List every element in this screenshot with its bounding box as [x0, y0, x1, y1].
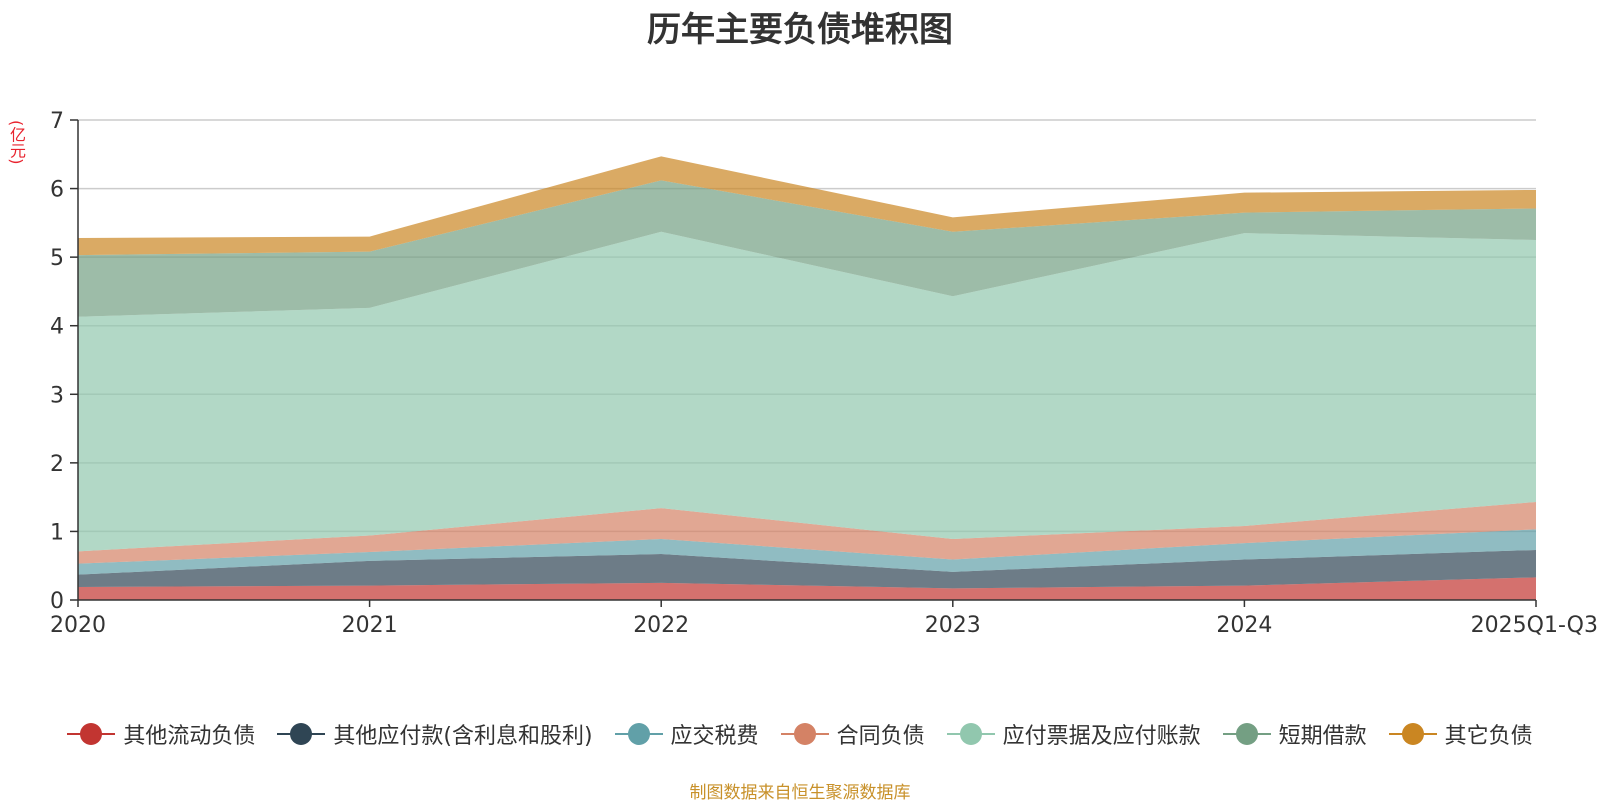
- legend-swatch-icon: [1222, 722, 1271, 746]
- legend: 其他流动负债 其他应付款(含利息和股利) 应交税费 合同负债 应付票据及应付账款 短期借款…: [0, 718, 1600, 750]
- legend-item[interactable]: 应付票据及应付账款: [946, 718, 1201, 750]
- y-tick-label: 2: [50, 452, 64, 477]
- area-series-1: [78, 549, 1536, 589]
- legend-swatch-icon: [67, 722, 116, 746]
- legend-item[interactable]: 其他流动负债: [67, 718, 255, 750]
- axes: 0 1 2 3 4 5 6 7 2020 2021 2022 2023 2024 2025Q1-Q3: [50, 109, 1598, 638]
- legend-swatch-icon: [614, 722, 663, 746]
- legend-label: 合同负债: [836, 724, 925, 749]
- legend-label: 其它负债: [1444, 724, 1533, 749]
- legend-item[interactable]: 短期借款: [1222, 718, 1367, 750]
- series-areas: [78, 156, 1536, 600]
- legend-item[interactable]: 其他应付款(含利息和股利): [277, 718, 593, 750]
- legend-label: 应交税费: [670, 724, 759, 749]
- legend-label: 短期借款: [1278, 724, 1367, 749]
- legend-swatch-icon: [277, 722, 326, 746]
- x-tick-label: 2022: [633, 613, 689, 638]
- y-tick-label: 6: [50, 178, 64, 203]
- legend-item[interactable]: 合同负债: [780, 718, 925, 750]
- area-series-0: [78, 577, 1536, 600]
- x-tick-label: 2023: [925, 613, 981, 638]
- legend-swatch-icon: [780, 722, 829, 746]
- x-tick-label: 2024: [1216, 613, 1272, 638]
- legend-label: 应付票据及应付账款: [1002, 724, 1201, 749]
- legend-label: 其他应付款(含利息和股利): [333, 724, 593, 749]
- x-tick-label: 2025Q1-Q3: [1471, 613, 1598, 638]
- x-tick-label: 2021: [342, 613, 398, 638]
- source-note: 制图数据来自恒生聚源数据库: [689, 783, 911, 803]
- y-tick-label: 7: [50, 109, 64, 134]
- x-tick-label: 2020: [50, 613, 106, 638]
- y-tick-label: 3: [50, 383, 64, 408]
- area-series-3: [78, 501, 1536, 564]
- legend-item[interactable]: 应交税费: [614, 718, 759, 750]
- area-series-6: [78, 156, 1536, 256]
- area-series-5: [78, 180, 1536, 317]
- y-tick-label: 4: [50, 315, 64, 340]
- y-tick-label: 0: [50, 589, 64, 614]
- legend-label: 其他流动负债: [123, 724, 256, 749]
- y-tick-label: 5: [50, 246, 64, 271]
- legend-swatch-icon: [1388, 722, 1437, 746]
- area-series-2: [78, 529, 1536, 575]
- y-tick-label: 1: [50, 520, 64, 545]
- area-series-4: [78, 231, 1536, 552]
- legend-swatch-icon: [946, 722, 995, 746]
- legend-item[interactable]: 其它负债: [1388, 718, 1533, 750]
- y-axis-unit: (亿元): [7, 120, 26, 165]
- chart-title: 历年主要负债堆积图: [647, 10, 953, 50]
